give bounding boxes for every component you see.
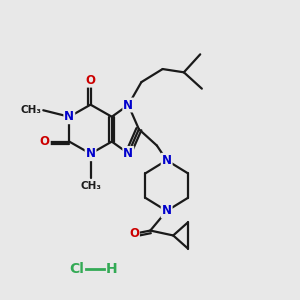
Text: N: N	[64, 110, 74, 123]
Text: O: O	[129, 227, 139, 240]
Text: N: N	[123, 147, 133, 160]
Text: O: O	[85, 74, 96, 87]
Text: O: O	[40, 135, 50, 148]
Text: Cl: Cl	[70, 262, 85, 276]
Text: N: N	[162, 154, 172, 167]
Text: N: N	[85, 147, 96, 160]
Text: CH₃: CH₃	[80, 181, 101, 191]
Text: H: H	[105, 262, 117, 276]
Text: N: N	[162, 204, 172, 218]
Text: CH₃: CH₃	[21, 105, 42, 115]
Text: N: N	[123, 98, 133, 112]
